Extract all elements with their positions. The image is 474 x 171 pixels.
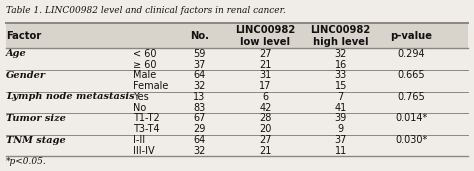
Text: 27: 27 xyxy=(259,49,272,59)
Text: 13: 13 xyxy=(193,92,205,102)
Text: TNM stage: TNM stage xyxy=(6,135,66,144)
Text: 29: 29 xyxy=(193,124,206,134)
Text: I-II: I-II xyxy=(133,135,146,145)
Text: T1-T2: T1-T2 xyxy=(133,114,160,123)
Text: 21: 21 xyxy=(259,60,272,70)
Text: 6: 6 xyxy=(262,92,268,102)
Text: 37: 37 xyxy=(193,60,206,70)
Text: 27: 27 xyxy=(259,135,272,145)
Text: 32: 32 xyxy=(193,146,206,156)
Text: 17: 17 xyxy=(259,81,272,91)
Text: Age: Age xyxy=(6,49,27,58)
Text: Male: Male xyxy=(133,70,156,80)
Text: 67: 67 xyxy=(193,114,206,123)
Text: No.: No. xyxy=(190,31,209,41)
Text: < 60: < 60 xyxy=(133,49,157,59)
Text: Table 1. LINC00982 level and clinical factors in renal cancer.: Table 1. LINC00982 level and clinical fa… xyxy=(6,6,286,15)
Bar xyxy=(6,23,468,49)
Text: 15: 15 xyxy=(335,81,347,91)
Text: 7: 7 xyxy=(337,92,344,102)
Text: T3-T4: T3-T4 xyxy=(133,124,160,134)
Text: 28: 28 xyxy=(259,114,272,123)
Text: No: No xyxy=(133,103,146,113)
Text: 9: 9 xyxy=(337,124,344,134)
Text: 0.294: 0.294 xyxy=(398,49,425,59)
Text: 20: 20 xyxy=(259,124,272,134)
Text: 37: 37 xyxy=(335,135,347,145)
Text: 0.030*: 0.030* xyxy=(395,135,428,145)
Text: 0.665: 0.665 xyxy=(398,70,425,80)
Text: Female: Female xyxy=(133,81,169,91)
Text: 32: 32 xyxy=(335,49,347,59)
Text: 16: 16 xyxy=(335,60,347,70)
Text: Lymph node metastasis: Lymph node metastasis xyxy=(6,93,135,101)
Text: 83: 83 xyxy=(193,103,205,113)
Text: 0.765: 0.765 xyxy=(398,92,425,102)
Text: 41: 41 xyxy=(335,103,347,113)
Text: III-IV: III-IV xyxy=(133,146,155,156)
Text: 39: 39 xyxy=(335,114,347,123)
Text: 64: 64 xyxy=(193,135,205,145)
Text: LINC00982
high level: LINC00982 high level xyxy=(310,25,371,47)
Text: 0.014*: 0.014* xyxy=(395,114,428,123)
Text: 64: 64 xyxy=(193,70,205,80)
Text: 21: 21 xyxy=(259,146,272,156)
Text: p-value: p-value xyxy=(391,31,432,41)
Text: Gender: Gender xyxy=(6,71,46,80)
Text: LINC00982
low level: LINC00982 low level xyxy=(235,25,295,47)
Text: 33: 33 xyxy=(335,70,347,80)
Text: Factor: Factor xyxy=(6,31,41,41)
Text: Tumor size: Tumor size xyxy=(6,114,66,123)
Text: 42: 42 xyxy=(259,103,272,113)
Text: 59: 59 xyxy=(193,49,206,59)
Text: ≥ 60: ≥ 60 xyxy=(133,60,157,70)
Text: 32: 32 xyxy=(193,81,206,91)
Text: *p<0.05.: *p<0.05. xyxy=(6,157,47,166)
Text: 31: 31 xyxy=(259,70,272,80)
Text: Yes: Yes xyxy=(133,92,149,102)
Text: 11: 11 xyxy=(335,146,347,156)
